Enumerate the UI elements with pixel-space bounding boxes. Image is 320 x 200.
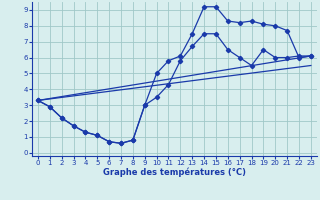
X-axis label: Graphe des températures (°C): Graphe des températures (°C) bbox=[103, 168, 246, 177]
